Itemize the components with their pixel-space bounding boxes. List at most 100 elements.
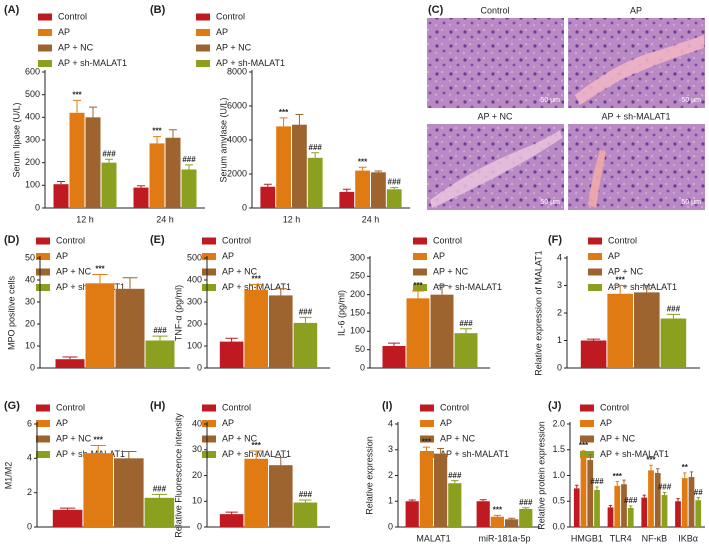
y-tick-label: 600	[25, 66, 40, 76]
bar	[52, 509, 83, 527]
y-tick-label: 30	[25, 296, 35, 306]
panel-label: (A)	[4, 4, 20, 16]
legend-swatch	[413, 284, 427, 291]
x-tick-label: MALAT1	[416, 533, 450, 543]
bar	[607, 293, 633, 368]
legend-label: AP + NC	[56, 266, 92, 276]
significance-label: ###	[658, 483, 672, 492]
tissue-feature	[575, 35, 704, 105]
bar	[434, 453, 448, 527]
y-tick-label: 200	[25, 157, 40, 167]
y-tick-label: 20	[192, 470, 202, 480]
error-bar	[263, 183, 272, 187]
legend-swatch	[420, 435, 434, 443]
legend-label: AP + sh-MALAT1	[440, 449, 509, 459]
y-tick-label: 8000	[227, 66, 247, 76]
bar	[165, 137, 181, 208]
error-bar	[169, 129, 177, 138]
scale-bar-label: 50 μm	[540, 97, 560, 104]
bar	[292, 124, 307, 208]
error-bar	[274, 288, 287, 296]
scale-bar-label: 50 μm	[681, 97, 701, 104]
y-axis-label: Serum amylase (U/L)	[218, 97, 228, 182]
error-bar	[460, 328, 472, 334]
y-tick-label: 0	[360, 362, 365, 372]
legend-label: Control	[440, 402, 469, 412]
significance-label: ###	[309, 143, 323, 152]
scale-bar-label: 50 μm	[540, 199, 560, 206]
y-tick-label: 300	[350, 252, 365, 262]
bar	[505, 519, 519, 527]
y-tick-label: 4000	[227, 134, 247, 144]
significance-label: ###	[519, 498, 533, 507]
legend-label: Control	[222, 235, 251, 245]
error-bar	[250, 283, 263, 290]
y-tick-label: 0.5	[552, 496, 565, 506]
legend-swatch	[420, 404, 434, 412]
bar	[133, 187, 149, 208]
y-tick-label: 250	[350, 271, 365, 281]
error-bar	[73, 99, 81, 113]
error-bar	[295, 114, 304, 125]
error-bar	[151, 493, 168, 498]
bar	[386, 189, 402, 208]
legend-swatch	[196, 13, 210, 21]
y-tick-label: 1	[557, 335, 562, 345]
significance-label: ###	[182, 155, 196, 164]
error-bar	[696, 497, 700, 501]
legend-swatch	[36, 404, 50, 412]
bar	[149, 143, 165, 208]
y-tick-label: 0	[197, 362, 202, 372]
legend-label: AP + NC	[608, 266, 644, 276]
y-tick-label: 500	[187, 252, 202, 262]
error-bar	[615, 481, 619, 486]
error-bar	[581, 450, 586, 456]
bar	[580, 340, 607, 368]
bar	[355, 170, 370, 208]
y-tick-label: 2000	[227, 168, 247, 178]
legend-swatch	[202, 237, 216, 245]
y-tick-label: 4	[27, 453, 32, 463]
significance-label: ##	[694, 488, 703, 497]
panel-label: (F)	[548, 234, 562, 246]
bar	[695, 500, 702, 527]
legend-label: AP + sh-MALAT1	[216, 58, 285, 68]
significance-label: ###	[388, 178, 402, 187]
y-tick-label: 0	[35, 202, 40, 212]
panel-label: (B)	[150, 4, 166, 16]
legend-swatch	[202, 404, 216, 412]
significance-label: ***	[252, 441, 262, 450]
legend-swatch	[38, 13, 52, 21]
bar	[244, 458, 268, 527]
significance-label: ***	[646, 455, 656, 464]
bar	[406, 298, 430, 368]
histology-image	[427, 18, 564, 108]
legend-swatch	[36, 451, 50, 458]
bar	[621, 484, 627, 527]
x-tick-label: miR-181a-5p	[478, 533, 530, 543]
bar	[115, 288, 145, 368]
bar	[53, 184, 69, 208]
panel-label: (D)	[4, 234, 20, 246]
legend-label: AP + NC	[600, 433, 636, 443]
x-tick-label: TLR4	[610, 533, 632, 543]
y-tick-label: 1.0	[552, 470, 565, 480]
scale-bar-label: 50 μm	[681, 199, 701, 206]
error-bar	[629, 505, 633, 508]
bar	[219, 341, 244, 368]
error-bar	[508, 517, 516, 520]
legend-swatch	[413, 253, 427, 260]
legend-label: AP + NC	[222, 266, 258, 276]
error-bar	[358, 166, 367, 171]
legend-swatch	[413, 237, 427, 245]
y-tick-label: 40	[192, 418, 202, 428]
tissue-feature	[430, 130, 562, 208]
bar	[660, 318, 687, 368]
error-bar	[586, 338, 601, 341]
legend-swatch	[588, 268, 602, 276]
significance-label: ***	[358, 157, 368, 166]
bar	[307, 157, 323, 208]
bar	[269, 295, 293, 368]
legend-label: Control	[56, 235, 85, 245]
y-tick-label: 20	[25, 318, 35, 328]
